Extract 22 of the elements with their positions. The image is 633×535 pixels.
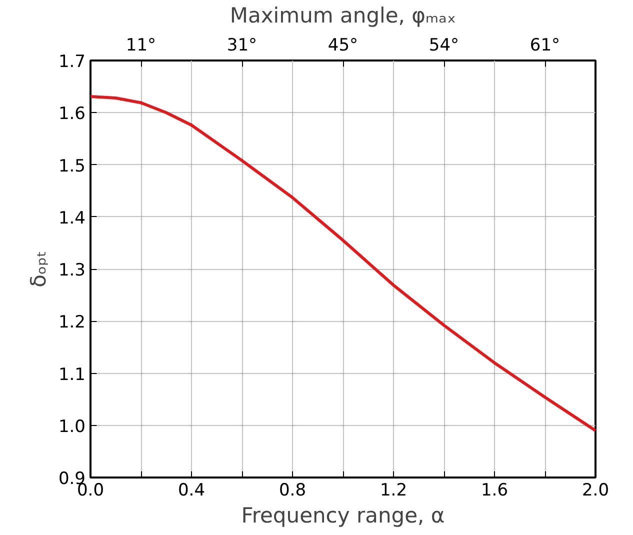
text: 31° xyxy=(226,36,258,56)
y-tick-label: 1.1 xyxy=(58,364,86,385)
y-tick-label: 1.0 xyxy=(58,416,86,437)
text: 11° xyxy=(126,36,156,56)
x-tick-label: 1.6 xyxy=(480,480,508,500)
text: 45° xyxy=(328,36,358,56)
text: 54° xyxy=(428,36,460,56)
x-axis-title: Frequency range, α xyxy=(241,504,445,528)
x-tick-label: 1.2 xyxy=(380,480,408,500)
y-tick-label: 1.6 xyxy=(58,104,86,124)
y-tick-label: 1.3 xyxy=(58,260,86,280)
y-axis-title: δₒₚₜ xyxy=(26,250,50,288)
x-tick-label: 0.8 xyxy=(278,480,306,500)
x2-axis-title: Maximum angle, φₘₐₓ xyxy=(230,4,456,28)
line-series xyxy=(90,94,596,432)
y-tick-label: 1.5 xyxy=(58,156,86,176)
y-tick-label: 1.4 xyxy=(58,208,86,228)
text: 2.0 xyxy=(582,480,610,500)
text: 61° xyxy=(530,36,560,56)
y-tick-label: 1.2 xyxy=(58,312,86,333)
y-tick-label: 1.7 xyxy=(58,52,86,72)
x-tick-label: 0.4 xyxy=(178,480,206,500)
